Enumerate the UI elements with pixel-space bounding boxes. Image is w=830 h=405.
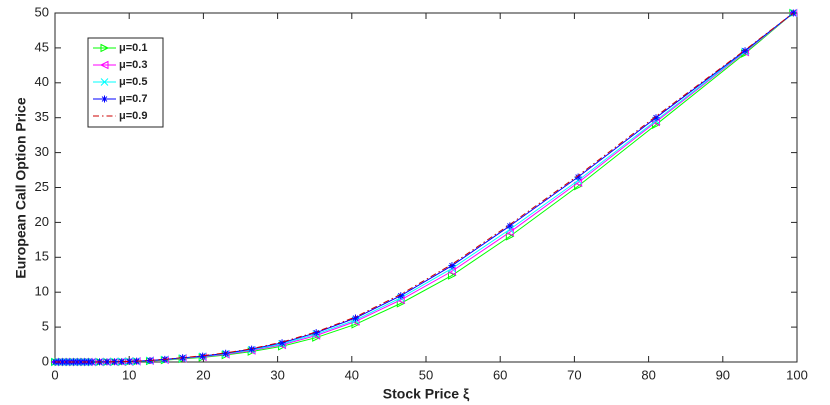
marker: [125, 357, 133, 365]
y-tick-label: 45: [35, 39, 49, 54]
legend: μ=0.1 μ=0.3 μ=0.5 μ=0.7 μ=0.9: [87, 37, 164, 128]
marker: [448, 262, 456, 270]
marker: [84, 358, 92, 366]
marker: [58, 358, 66, 366]
legend-label: μ=0.7: [119, 93, 147, 105]
y-tick-label: 40: [35, 74, 49, 89]
marker: [352, 314, 360, 322]
x-axis-label: Stock Price ξ: [383, 386, 470, 402]
x-tick-label: 40: [345, 367, 359, 382]
legend-label: μ=0.9: [119, 110, 147, 122]
marker: [351, 319, 361, 329]
marker: [73, 358, 81, 366]
y-axis-label: European Call Option Price: [13, 97, 29, 278]
marker: [447, 271, 457, 280]
y-tick-label: 35: [35, 109, 49, 124]
marker: [103, 358, 111, 366]
marker: [77, 358, 85, 366]
legend-label: μ=0.5: [119, 76, 147, 88]
x-tick-label: 100: [786, 367, 808, 382]
marker: [100, 78, 109, 86]
y-tick-label: 5: [42, 319, 49, 334]
marker: [397, 292, 405, 300]
legend-label: μ=0.1: [119, 42, 147, 54]
x-tick-label: 90: [716, 367, 730, 382]
x-tick-label: 80: [641, 367, 655, 382]
x-tick-label: 20: [196, 367, 210, 382]
x-tick-label: 70: [567, 367, 581, 382]
x-tick-label: 50: [419, 367, 433, 382]
plot-area: [54, 12, 798, 363]
series-line: [55, 12, 794, 363]
marker: [312, 329, 320, 337]
marker: [199, 352, 207, 360]
x-tick-label: 10: [122, 367, 136, 382]
y-tick-label: 25: [35, 179, 49, 194]
marker: [652, 114, 660, 122]
marker: [278, 339, 286, 347]
marker: [118, 358, 126, 366]
marker: [99, 60, 109, 70]
marker: [447, 266, 456, 276]
y-tick-label: 10: [35, 284, 49, 299]
y-tick-label: 0: [42, 353, 49, 368]
marker: [179, 354, 187, 362]
marker: [574, 173, 582, 181]
marker: [62, 358, 70, 366]
x-tick-label: 30: [270, 367, 284, 382]
y-tick-label: 20: [35, 214, 49, 229]
y-tick-label: 50: [35, 4, 49, 19]
x-tick-label: 60: [493, 367, 507, 382]
legend-label: μ=0.3: [119, 59, 147, 71]
marker: [505, 232, 515, 241]
marker: [505, 227, 514, 237]
y-tick-label: 15: [35, 249, 49, 264]
x-tick-label: 0: [51, 367, 58, 382]
marker: [248, 345, 256, 353]
marker: [101, 95, 108, 103]
y-tick-label: 30: [35, 144, 49, 159]
marker: [741, 47, 749, 55]
marker: [506, 222, 514, 230]
marker: [100, 43, 110, 53]
